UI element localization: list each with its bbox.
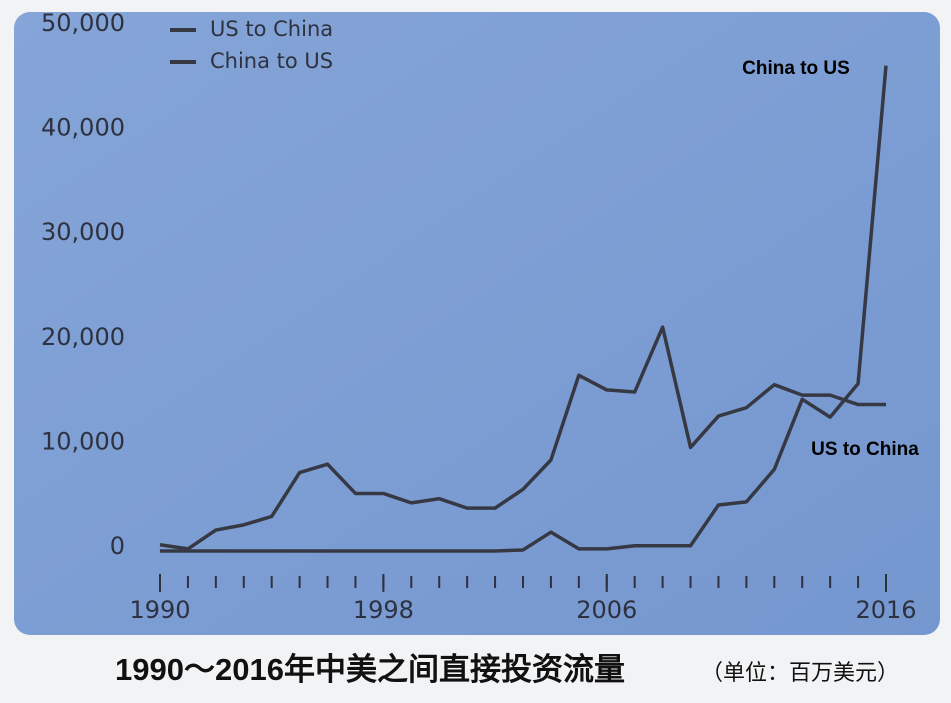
chart-panel bbox=[14, 12, 940, 635]
y-tick-label: 50,000 bbox=[41, 9, 125, 37]
annotation: China to US bbox=[742, 58, 850, 79]
legend-label: China to US bbox=[210, 49, 333, 73]
series-line bbox=[160, 65, 888, 553]
series-line bbox=[159, 325, 886, 551]
y-tick-label: 40,000 bbox=[41, 114, 125, 142]
legend-label: US to China bbox=[210, 17, 333, 41]
y-tick-label: 30,000 bbox=[41, 218, 125, 246]
y-tick-label: 10,000 bbox=[41, 427, 125, 455]
chart-title: 1990～2016年中美之间直接投资流量 bbox=[115, 652, 625, 687]
x-tick-label: 2016 bbox=[855, 596, 916, 624]
x-tick-label: 1998 bbox=[353, 596, 414, 624]
y-tick-label: 20,000 bbox=[41, 323, 125, 351]
x-tick-label: 1990 bbox=[129, 596, 190, 624]
x-tick-label: 2006 bbox=[576, 596, 637, 624]
chart-subtitle: （单位：百万美元） bbox=[701, 660, 899, 685]
annotation: US to China bbox=[811, 439, 919, 460]
y-tick-label: 0 bbox=[110, 532, 125, 560]
